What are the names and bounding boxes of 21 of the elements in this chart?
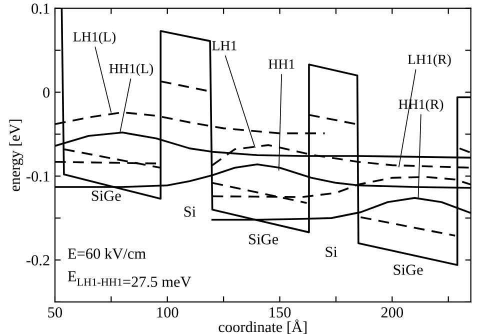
- x-tick-label: 200: [381, 307, 404, 318]
- annotation: HH1(L): [109, 64, 154, 76]
- y-tick-label: 0: [43, 87, 50, 98]
- annotation: SiGe: [249, 234, 278, 244]
- annotation: Si: [326, 246, 338, 258]
- annotation: E=60 kV/cm: [68, 248, 146, 259]
- x-tick-label: 50: [48, 307, 62, 318]
- annotation: HH1: [268, 60, 294, 69]
- annotation: Si: [184, 206, 196, 217]
- annotation: LH1(R): [408, 54, 451, 67]
- x-tick-label: 150: [270, 307, 291, 318]
- x-axis-title: coordinate [Å]: [218, 319, 307, 334]
- y-tick-label: -0.1: [26, 171, 50, 182]
- y-tick-label: 0.1: [32, 3, 50, 14]
- y-tick-label: -0.2: [26, 255, 50, 266]
- annotation: SiGe: [92, 190, 121, 201]
- annotation: LH1: [212, 41, 236, 50]
- x-tick-label: 100: [157, 307, 178, 318]
- y-axis-title: energy [eV]: [9, 120, 24, 192]
- annotation: LH1(L): [73, 32, 116, 44]
- annotation: SiGe: [394, 264, 423, 275]
